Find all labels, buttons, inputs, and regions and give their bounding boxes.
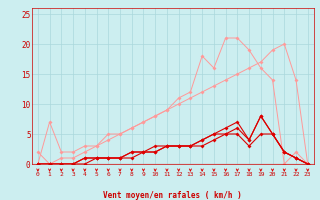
X-axis label: Vent moyen/en rafales ( km/h ): Vent moyen/en rafales ( km/h ): [103, 191, 242, 200]
